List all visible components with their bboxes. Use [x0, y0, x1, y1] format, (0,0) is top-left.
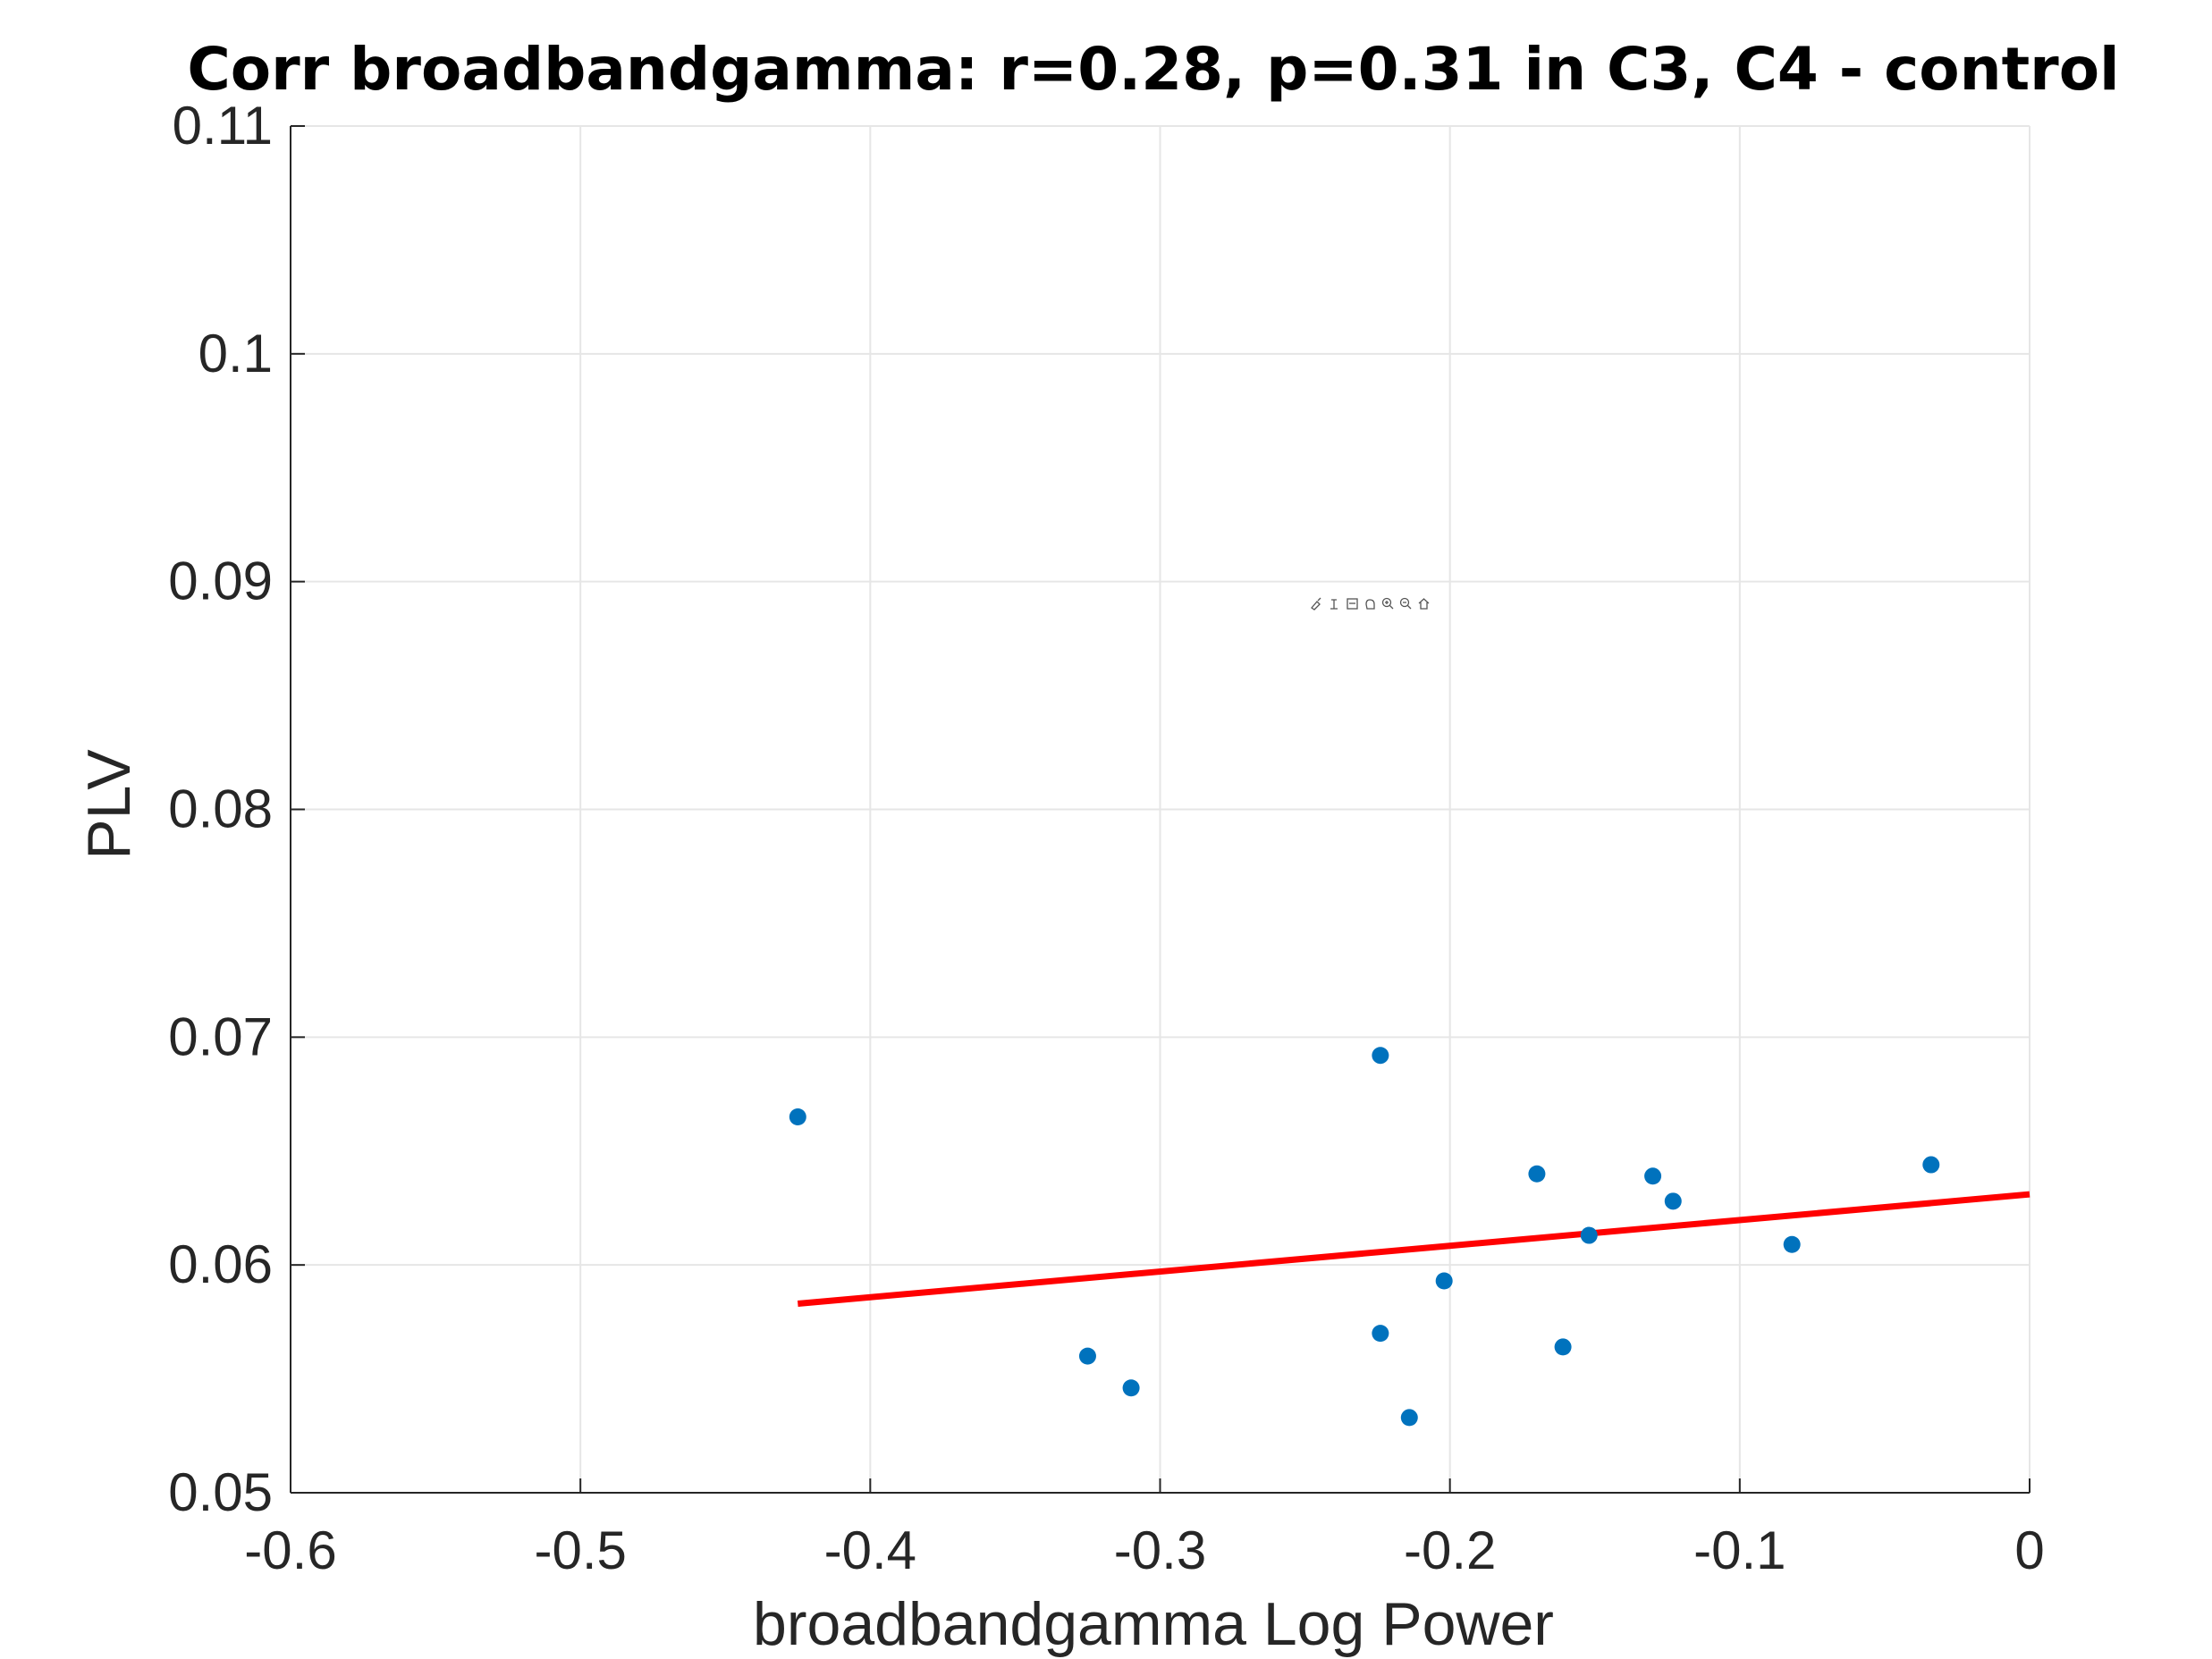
data-points: [789, 1047, 1940, 1427]
x-tick-label: -0.6: [244, 1520, 336, 1580]
x-tick-label: -0.1: [1693, 1520, 1786, 1580]
zoom-in-icon[interactable]: [1381, 597, 1394, 610]
datatip-icon[interactable]: [1330, 599, 1338, 610]
x-axis-label: broadbandgamma Log Power: [753, 1590, 1554, 1658]
axes-toolbar[interactable]: [1311, 597, 1430, 611]
data-point: [1400, 1409, 1418, 1427]
data-point: [1372, 1325, 1389, 1343]
data-point: [1528, 1165, 1546, 1183]
data-point: [1435, 1272, 1453, 1290]
y-tick-label: 0.08: [168, 779, 273, 839]
zoom-out-icon[interactable]: [1399, 597, 1412, 610]
regression-line: [797, 1191, 2030, 1307]
fit-line-layer: [797, 1191, 2030, 1307]
x-tick-label: -0.3: [1114, 1520, 1206, 1580]
y-tick-label: 0.05: [168, 1462, 273, 1522]
data-point: [1664, 1192, 1682, 1210]
y-tick-label: 0.06: [168, 1234, 273, 1294]
rotate-icon[interactable]: [1347, 598, 1358, 610]
data-point: [789, 1108, 806, 1126]
y-tick-label: 0.1: [198, 324, 273, 383]
x-tick-label: -0.4: [824, 1520, 916, 1580]
data-point: [1580, 1226, 1598, 1244]
data-point: [1122, 1379, 1140, 1397]
pan-icon[interactable]: [1365, 599, 1375, 610]
y-tick-label: 0.09: [168, 552, 273, 611]
home-icon[interactable]: [1418, 598, 1430, 610]
data-point: [1922, 1156, 1940, 1174]
x-tick-label: -0.2: [1404, 1520, 1496, 1580]
data-point: [1644, 1167, 1662, 1185]
data-point: [1554, 1338, 1572, 1356]
y-tick-label: 0.11: [173, 96, 273, 156]
brush-icon[interactable]: [1311, 597, 1321, 611]
data-point: [1783, 1235, 1801, 1253]
grid: [290, 125, 2030, 1494]
data-point: [1078, 1347, 1096, 1365]
data-point: [1372, 1047, 1389, 1065]
x-tick-label: -0.5: [534, 1520, 626, 1580]
axes: [290, 125, 2030, 1494]
x-tick-label: 0: [2014, 1520, 2044, 1580]
chart-title: Corr broadbandgamma: r=0.28, p=0.31 in C…: [187, 35, 2119, 104]
y-axis-label: PLV: [75, 749, 143, 860]
y-tick-label: 0.07: [168, 1006, 273, 1066]
tick-labels: -0.6 -0.5 -0.4 -0.3 -0.2 -0.1 0 0.05 0.06 0.07 0.0…: [168, 96, 2044, 1580]
